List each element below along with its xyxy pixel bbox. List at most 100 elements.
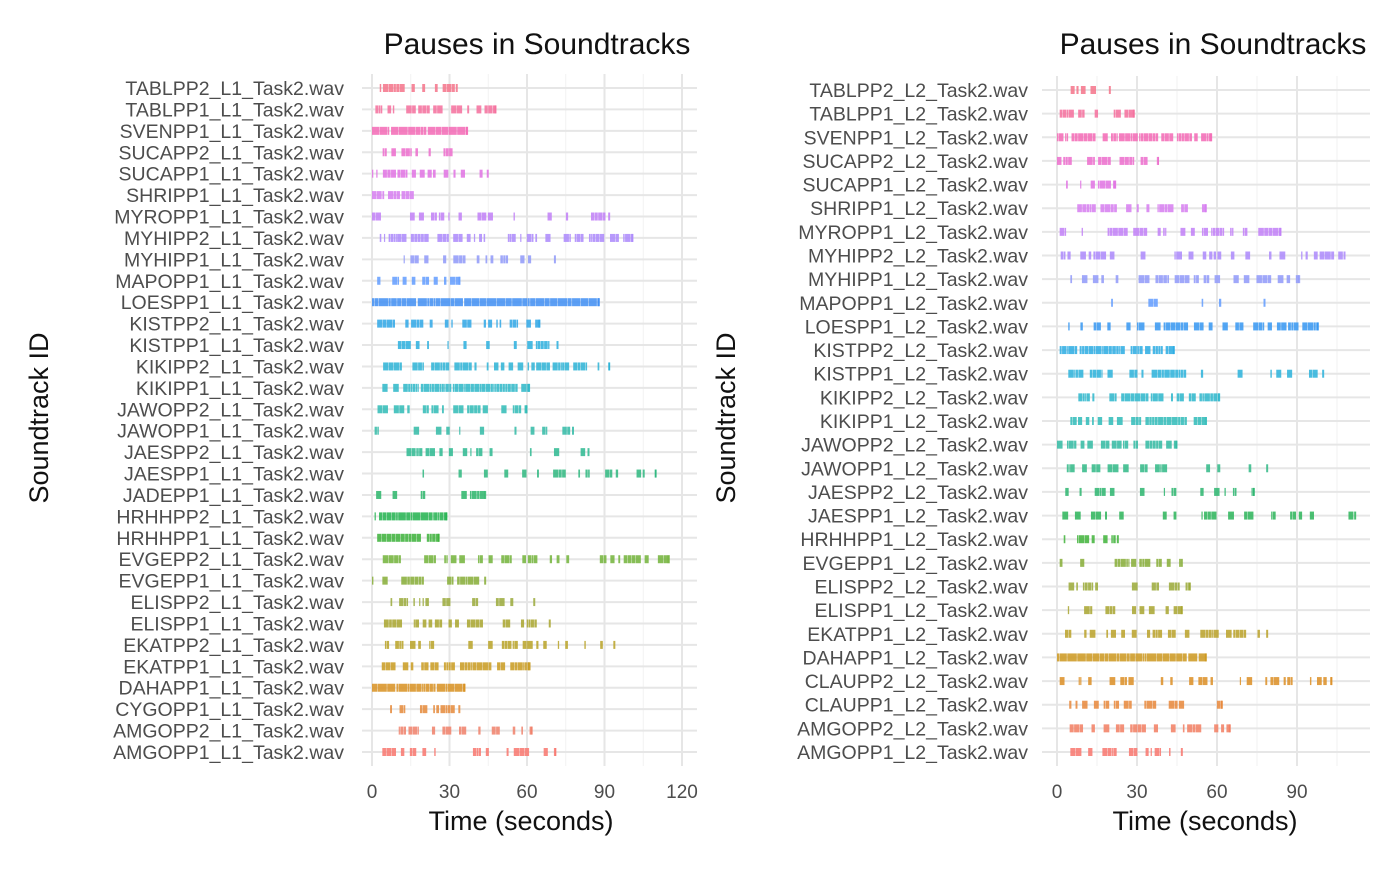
pause-row [1059,227,1282,236]
pause-mark [454,683,463,692]
pause-mark [1082,204,1087,213]
pause-mark [464,298,472,307]
pause-mark [402,662,409,671]
pause-mark [1062,109,1067,118]
pause-mark [1168,582,1175,591]
pause-mark [1129,700,1132,709]
pause-mark [403,383,408,392]
y-tick-label: SVENPP1_L2_Task2.wav [804,127,1029,149]
pause-mark [399,598,404,607]
pause-mark [476,255,480,264]
pause-mark [1086,204,1090,213]
pause-mark [530,619,534,628]
pause-mark [1116,535,1119,544]
pause-mark [1192,724,1196,733]
pause-mark [1162,653,1170,662]
pause-mark [1214,724,1219,733]
pause-mark [1281,322,1287,331]
pause-mark [1071,133,1075,142]
pause-mark [1082,393,1085,402]
pause-mark [1109,393,1115,402]
pause-mark [1184,629,1190,638]
pause-mark [403,598,407,607]
pause-mark [1308,369,1313,378]
pause-mark [410,148,412,157]
pause-mark [490,255,494,264]
pause-mark [1109,606,1113,615]
pause-row [382,383,531,392]
pause-mark [1244,227,1248,236]
y-tick-label: KIKIPP1_L1_Task2.wav [136,378,344,400]
pause-mark [1169,748,1171,756]
pause-mark [451,84,455,92]
pause-mark [478,748,481,756]
pause-mark [1101,369,1103,378]
pause-mark [1209,251,1213,260]
pause-mark [1173,440,1177,449]
pause-mark [1133,440,1136,449]
pause-mark [547,212,552,221]
pause-mark [482,662,488,671]
pause-mark [393,362,400,371]
pause-mark [1081,227,1083,236]
pause-mark [433,105,437,114]
pause-mark [381,191,383,200]
pause-mark [437,233,443,242]
pause-mark [1182,724,1185,733]
pause-mark [1203,227,1209,236]
pause-mark [469,405,474,414]
pause-mark [1108,86,1111,94]
pause-mark [452,383,455,392]
pause-mark [377,426,379,435]
pause-mark [397,169,401,178]
pause-mark [1213,393,1218,402]
pause-mark [1085,393,1087,402]
pause-mark [1087,156,1093,165]
x-tick-label: 0 [367,782,378,803]
pause-mark [565,640,568,649]
pause-mark [1191,393,1196,402]
pause-mark [431,405,434,414]
pause-mark [1111,440,1117,449]
pause-mark [1130,346,1133,355]
pause-mark [392,105,395,114]
pause-mark [455,84,458,92]
pause-mark [461,490,467,499]
y-tick-label: EKATPP1_L2_Task2.wav [807,624,1028,646]
pause-mark [509,555,512,564]
pause-row [1057,653,1207,662]
pause-mark [1101,275,1104,284]
pause-mark [480,619,483,628]
pause-mark [1233,275,1239,284]
pause-mark [425,276,430,285]
pause-mark [419,598,421,607]
pause-mark [1107,227,1110,236]
pause-mark [1070,275,1073,284]
pause-mark [410,576,415,585]
pause-mark [434,662,439,671]
pause-mark [375,105,379,114]
pause-mark [1313,322,1316,331]
left-chart-title: Pauses in Soundtracks [384,28,691,61]
pause-mark [1196,275,1199,284]
pause-mark [1139,487,1145,496]
y-tick-label: JAWOPP2_L2_Task2.wav [801,435,1028,457]
pause-mark [588,233,591,242]
pause-row [382,148,453,157]
y-tick-label: AMGOPP1_L1_Task2.wav [113,742,344,764]
pause-mark [1177,606,1183,615]
pause-mark [408,726,413,735]
pause-mark [406,298,417,307]
pause-row [1065,487,1255,496]
pause-mark [488,555,493,564]
pause-mark [512,298,522,307]
pause-mark [425,598,429,607]
pause-mark [1188,251,1194,260]
pause-mark [1108,346,1112,355]
pause-mark [499,383,503,392]
pause-mark [615,469,619,478]
pause-mark [1093,251,1096,260]
pause-mark [496,383,500,392]
pause-mark [588,298,597,307]
pause-mark [521,726,523,735]
